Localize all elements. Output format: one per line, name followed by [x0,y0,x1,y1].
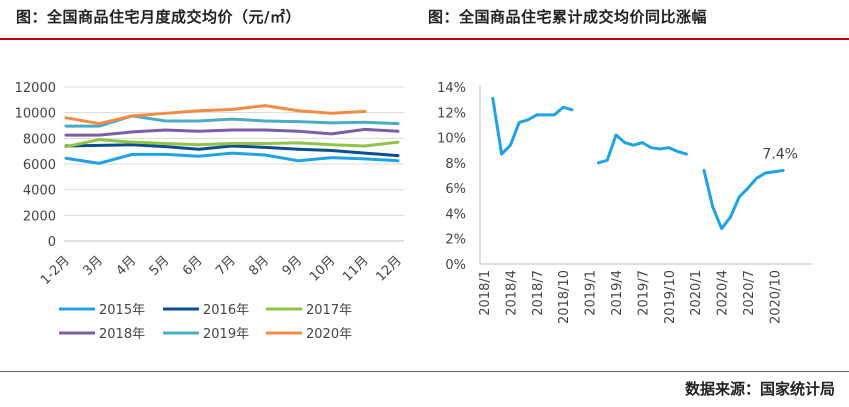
series-line [64,151,400,165]
left-chart-title: 图：全国商品住宅月度成交均价（元/㎡） [16,8,301,26]
right-chart-title: 图：全国商品住宅累计成交均价同比涨幅 [428,8,708,26]
growth-line-segment [491,96,574,156]
x-tick-label: 2020/10 [768,270,783,324]
x-tick-label: 2018/1 [478,270,493,316]
y-tick-label: 0% [445,258,466,273]
y-tick-label: 8000 [23,132,56,147]
growth-line-segment [596,133,688,165]
legend-label: 2017年 [306,303,352,318]
y-tick-label: 10% [437,132,466,147]
series-line [64,138,400,149]
y-tick-label: 6000 [23,158,56,173]
series-line [64,104,367,126]
y-tick-label: 10000 [15,107,56,122]
y-tick-label: 8% [445,157,466,172]
y-tick-label: 2% [445,233,466,248]
legend-label: 2018年 [99,327,145,342]
series-line [64,127,400,137]
footer-divider [0,371,849,372]
x-tick-label: 2020/1 [689,270,704,316]
x-tick-label: 2018/10 [557,270,572,324]
legend-label: 2016年 [203,303,249,318]
x-tick-label: 2018/7 [531,270,546,316]
data-source: 数据来源：国家统计局 [684,380,835,398]
x-tick-label: 2019/4 [610,270,625,316]
legend-label: 2019年 [203,327,249,342]
data-label-latest: 7.4% [762,146,798,162]
x-tick-label: 2019/1 [584,270,599,316]
series-line [64,143,400,158]
title-underline [0,38,849,40]
y-tick-label: 14% [437,81,466,96]
x-tick-label: 2018/4 [504,270,519,316]
legend-label: 2020年 [306,327,352,342]
x-tick-label: 2020/4 [716,270,731,316]
y-tick-label: 0 [48,235,56,250]
y-tick-label: 12% [437,106,466,121]
legend-label: 2015年 [99,303,145,318]
x-tick-label: 2020/7 [742,270,757,316]
y-tick-label: 2000 [23,209,56,224]
y-tick-label: 12000 [15,81,56,96]
growth-line-segment [702,168,785,231]
x-tick-label: 2019/10 [663,270,678,324]
y-tick-label: 4000 [23,184,56,199]
y-tick-label: 6% [445,182,466,197]
y-tick-label: 4% [445,207,466,222]
x-tick-label: 2019/7 [636,270,651,316]
